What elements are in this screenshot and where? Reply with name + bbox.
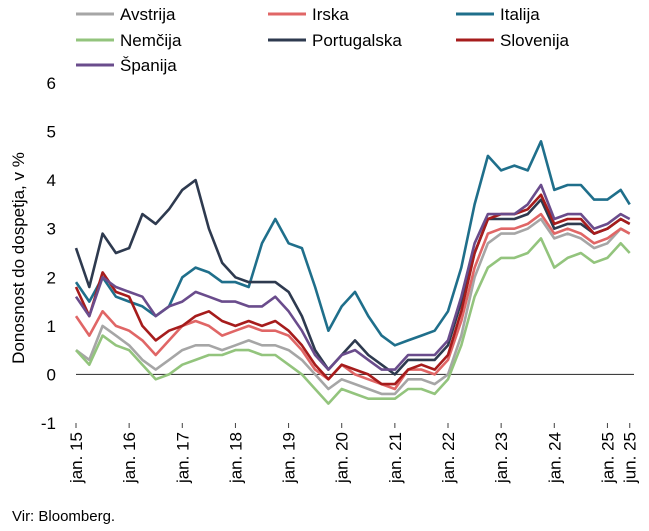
y-tick-label: 6 [47,74,56,93]
series-line-portugalska [74,178,631,376]
legend-label: Španija [120,56,177,75]
x-tick-label: jan. 22 [439,432,458,484]
source-note: Vir: Bloomberg. [12,508,116,525]
x-tick-label: jan. 20 [333,432,352,484]
series-line-nemčija [75,237,631,405]
legend-label: Italija [500,5,540,24]
legend-label: Irska [312,5,349,24]
series-line-slovenija [74,193,631,386]
x-tick-label: jan. 25 [598,432,617,484]
x-tick-label: jan. 23 [492,432,511,484]
x-tick-label: jan. 17 [173,432,192,484]
series-line-avstrija [75,217,631,396]
x-tick-label: jan. 21 [386,432,405,484]
y-tick-label: -1 [41,414,56,433]
x-tick-label: jan. 24 [545,432,564,484]
y-tick-label: 3 [47,220,56,239]
legend-label: Slovenija [500,31,570,50]
legend-label: Portugalska [312,31,402,50]
y-tick-label: 0 [47,365,56,384]
x-tick-label: jun. 25 [621,432,640,484]
y-axis-title: Donosnost do dospetja, v % [9,152,28,364]
series-line-španija [74,183,631,371]
x-tick-label: jan. 16 [120,432,139,484]
y-tick-label: 1 [47,317,56,336]
y-tick-label: 2 [47,268,56,287]
y-axis: -1 0 1 2 3 4 5 6 [41,74,56,433]
series-line-irska [74,212,631,391]
x-tick-label: jan. 19 [280,432,299,484]
series-lines [74,140,631,405]
y-tick-label: 5 [47,123,56,142]
legend: Avstrija Irska Italija Nemčija Portugalska Sl… [76,5,570,75]
x-tick-label: jan. 15 [67,432,86,484]
legend-label: Avstrija [120,5,176,24]
x-axis: jan. 15 jan. 16 jan. 17 jan. 18 jan. 19 jan. … [67,423,640,484]
x-tick-label: jan. 18 [226,432,245,484]
legend-label: Nemčija [120,31,182,50]
y-tick-label: 4 [47,171,56,190]
